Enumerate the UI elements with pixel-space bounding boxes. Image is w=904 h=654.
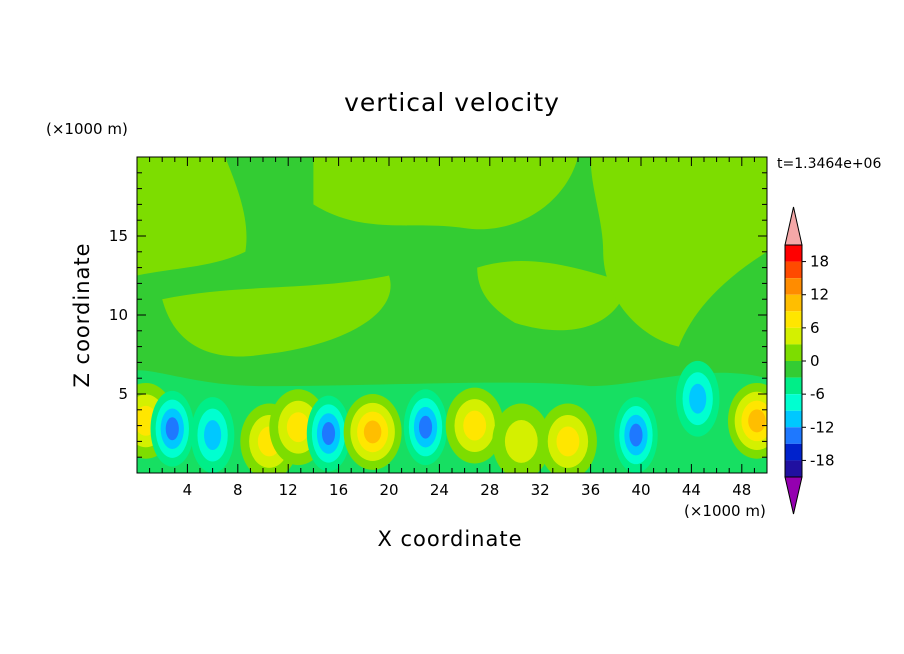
x-tick-label: 4: [183, 481, 193, 499]
x-axis-label: X coordinate: [377, 527, 523, 551]
velocity-cell: [614, 397, 658, 473]
y-tick-label: 10: [109, 306, 128, 324]
velocity-cell: [675, 360, 720, 437]
colorbar-swatch: [785, 427, 802, 444]
colorbar-swatch: [785, 327, 802, 345]
x-axis-unit: (×1000 m): [684, 502, 766, 520]
velocity-cell: [492, 403, 551, 473]
colorbar-swatch: [785, 311, 802, 328]
colorbar-swatch: [785, 394, 802, 411]
contour-level: [504, 419, 538, 463]
colorbar-swatch: [785, 361, 802, 378]
x-tick-label: 36: [581, 481, 600, 499]
chart-title: vertical velocity: [344, 88, 560, 117]
contour-level: [629, 423, 643, 447]
contour-level: [556, 426, 580, 457]
colorbar-tick-label: -12: [810, 418, 835, 436]
colorbar-tick-label: 0: [810, 352, 820, 370]
x-tick-label: 24: [430, 481, 449, 499]
velocity-cell: [445, 387, 504, 464]
colorbar-swatch: [785, 443, 802, 461]
x-tick-label: 40: [631, 481, 650, 499]
x-tick-label: 12: [279, 481, 298, 499]
colorbar-over-arrow: [784, 206, 803, 246]
contour-level: [204, 420, 222, 451]
colorbar-swatch: [785, 410, 802, 428]
colorbar-tick-label: 6: [810, 319, 820, 337]
contour-level: [689, 383, 707, 414]
x-tick-label: 8: [233, 481, 243, 499]
colorbar-under-arrow: [784, 476, 803, 515]
x-tick-label: 20: [379, 481, 398, 499]
x-tick-label: 48: [732, 481, 751, 499]
contour-level: [418, 415, 433, 439]
colorbar-swatch: [785, 294, 802, 312]
time-stamp: t=1.3464e+06: [777, 156, 882, 172]
contour-level: [748, 409, 766, 433]
y-tick-label: 5: [118, 385, 128, 403]
colorbar-tick-label: -18: [810, 451, 835, 469]
positive-region: [590, 157, 767, 347]
positive-region: [162, 275, 391, 357]
colorbar-swatch: [785, 278, 802, 295]
positive-region: [477, 261, 629, 331]
y-axis-unit: (×1000 m): [46, 120, 128, 138]
velocity-cell: [727, 382, 767, 459]
contour-level: [286, 412, 310, 443]
contour-level: [321, 422, 336, 445]
velocity-cell: [306, 395, 351, 472]
colorbar-swatch: [785, 344, 802, 361]
contour-field: [137, 157, 767, 473]
x-axis: 4 8 12 16 20 24 28 32 36 40 44 48: [149, 157, 755, 499]
velocity-cell: [538, 403, 597, 473]
positive-region: [137, 157, 247, 276]
colorbar-swatch: [785, 377, 802, 395]
contour-level: [165, 417, 179, 441]
x-tick-label: 16: [329, 481, 348, 499]
x-tick-label: 32: [531, 481, 550, 499]
velocity-cell: [190, 397, 235, 473]
x-tick-label: 44: [682, 481, 701, 499]
colorbar-tick-label: 18: [810, 253, 829, 271]
velocity-cell: [343, 394, 402, 470]
colorbar-tick-label: -6: [810, 385, 825, 403]
colorbar-swatch: [785, 460, 802, 477]
positive-region: [313, 157, 578, 230]
y-tick-label: 15: [109, 227, 128, 245]
velocity-cell: [403, 389, 448, 466]
velocity-cell: [150, 390, 195, 467]
x-tick-label: 28: [480, 481, 499, 499]
contour-level: [363, 420, 382, 444]
y-axis: 5 10 15: [109, 172, 767, 458]
contour-level: [463, 410, 487, 441]
colorbar-tick-label: 12: [810, 286, 829, 304]
colorbar: 18 12 6 0 -6 -12 -18: [784, 206, 835, 515]
colorbar-swatch: [785, 261, 802, 279]
colorbar-swatch: [785, 245, 802, 262]
